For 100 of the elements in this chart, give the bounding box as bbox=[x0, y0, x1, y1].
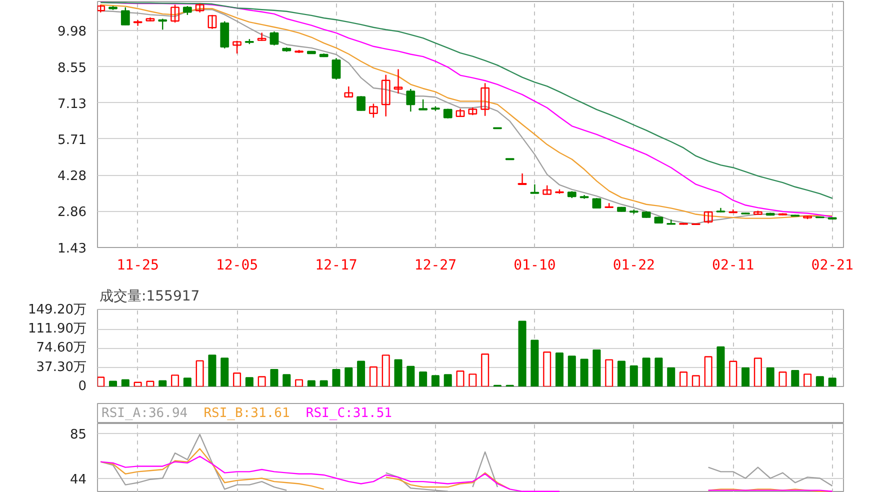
bar bbox=[828, 378, 836, 386]
bar bbox=[704, 356, 712, 386]
bar bbox=[108, 380, 118, 386]
bar bbox=[158, 380, 167, 386]
bar bbox=[518, 320, 526, 386]
candlestick bbox=[704, 210, 713, 224]
x-tick-label: 11-25 bbox=[116, 258, 159, 274]
bar bbox=[282, 374, 291, 386]
y-tick-label: 74.60万 bbox=[36, 340, 86, 356]
candlestick bbox=[208, 14, 217, 30]
x-tick-label: 01-22 bbox=[612, 258, 655, 274]
text: RSI_C:31.51 bbox=[306, 406, 392, 421]
bar bbox=[766, 367, 774, 386]
y-tick-label: 2.86 bbox=[58, 205, 87, 220]
y-tick-label: 0 bbox=[78, 379, 87, 394]
bar bbox=[555, 352, 564, 386]
bar bbox=[295, 379, 304, 386]
bar bbox=[654, 358, 663, 386]
bar bbox=[580, 358, 588, 386]
x-tick-label: 12-05 bbox=[216, 258, 258, 274]
bar bbox=[804, 374, 812, 386]
bar bbox=[791, 370, 800, 386]
bar bbox=[431, 375, 440, 386]
bar bbox=[530, 340, 539, 386]
y-tick-label: 111.90万 bbox=[28, 322, 87, 337]
y-tick-label: 37.30万 bbox=[36, 360, 86, 375]
bar bbox=[307, 380, 316, 386]
bar bbox=[568, 356, 576, 386]
bar bbox=[121, 379, 130, 386]
candlestick bbox=[369, 103, 378, 118]
bar bbox=[382, 354, 390, 386]
candlestick bbox=[592, 197, 602, 210]
chart-title: 成交量:155917 bbox=[100, 288, 200, 304]
bar bbox=[171, 374, 180, 386]
bar bbox=[754, 358, 762, 386]
candlestick bbox=[418, 98, 428, 110]
bar bbox=[716, 346, 725, 386]
bar bbox=[146, 380, 154, 386]
y-tick-label: 85 bbox=[70, 427, 87, 442]
bar bbox=[208, 354, 216, 386]
bar bbox=[642, 358, 650, 386]
bar bbox=[332, 368, 340, 386]
bar bbox=[692, 375, 700, 386]
bar bbox=[406, 366, 415, 386]
candlestick bbox=[356, 95, 366, 112]
y-tick-label: 9.98 bbox=[58, 24, 87, 40]
candlestick bbox=[480, 82, 490, 116]
bar bbox=[543, 352, 552, 386]
candlestick bbox=[381, 74, 390, 117]
bar bbox=[729, 360, 738, 386]
bar bbox=[134, 382, 142, 386]
y-tick-label: 4.28 bbox=[58, 169, 87, 184]
candlestick bbox=[518, 172, 527, 185]
bar bbox=[444, 374, 452, 386]
bar bbox=[667, 367, 676, 386]
candlestick bbox=[270, 30, 279, 46]
y-tick-label: 8.55 bbox=[58, 60, 87, 76]
candlestick bbox=[195, 2, 204, 14]
bar bbox=[258, 376, 266, 386]
bar bbox=[778, 372, 787, 386]
x-tick-label: 02-21 bbox=[811, 258, 854, 274]
bar bbox=[196, 360, 204, 386]
y-tick-label: 1.43 bbox=[58, 242, 87, 256]
bar bbox=[369, 366, 378, 386]
candlestick bbox=[394, 68, 403, 94]
candlestick bbox=[344, 86, 354, 98]
bar bbox=[592, 349, 601, 386]
bar bbox=[742, 367, 750, 386]
series-label: RSI_A:36.94 bbox=[102, 406, 188, 421]
candlestick bbox=[158, 18, 168, 30]
candlestick bbox=[220, 20, 230, 50]
y-tick-label: 7.13 bbox=[58, 96, 87, 112]
y-tick-label: 149.20万 bbox=[28, 302, 87, 318]
x-tick-label: 01-10 bbox=[514, 258, 556, 274]
bar bbox=[481, 354, 490, 386]
bar bbox=[357, 360, 366, 386]
bar bbox=[344, 367, 353, 386]
x-tick-label: 12-17 bbox=[315, 258, 358, 274]
bar bbox=[220, 358, 229, 386]
bar bbox=[456, 370, 464, 386]
candlestick bbox=[170, 4, 180, 24]
bar bbox=[419, 372, 428, 386]
bar bbox=[245, 377, 254, 386]
bar bbox=[233, 372, 242, 386]
candlestick bbox=[530, 184, 540, 194]
bar bbox=[605, 359, 614, 386]
x-tick-label: 12-27 bbox=[414, 258, 457, 274]
candlestick bbox=[232, 40, 242, 54]
bar bbox=[394, 359, 402, 386]
bar bbox=[270, 368, 278, 386]
bar bbox=[630, 365, 638, 386]
bar bbox=[816, 376, 824, 386]
candlestick bbox=[406, 88, 416, 112]
x-tick-label: 02-11 bbox=[712, 258, 754, 274]
bar bbox=[680, 372, 688, 386]
candlestick bbox=[257, 32, 266, 42]
y-tick-label: 5.71 bbox=[58, 132, 87, 148]
bar bbox=[183, 378, 192, 386]
bar bbox=[468, 374, 477, 386]
bar bbox=[617, 360, 626, 386]
